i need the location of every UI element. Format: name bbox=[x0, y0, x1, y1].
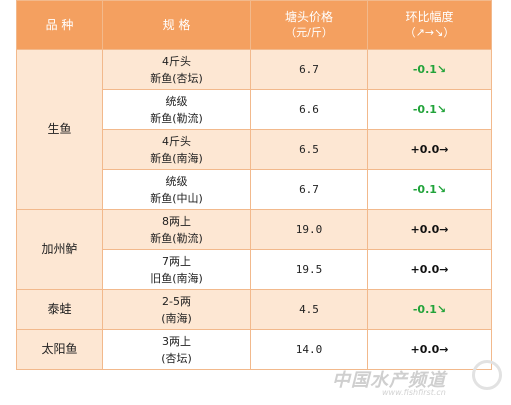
change-cell: +0.0→ bbox=[367, 329, 492, 370]
table-row: 7两上 旧鱼(南海) 19.5 +0.0→ bbox=[17, 249, 492, 290]
spec-line2: 新鱼(杏坛) bbox=[150, 71, 203, 85]
header-category: 品 种 bbox=[16, 0, 103, 50]
spec-cell: 7两上 旧鱼(南海) bbox=[102, 249, 251, 290]
spec-line2: 新鱼(中山) bbox=[150, 191, 203, 205]
table-row: 泰蛙 2-5两 (南海) 4.5 -0.1↘ bbox=[16, 289, 492, 330]
watermark: 中国水产频道 www.fishfirst.cn bbox=[322, 360, 507, 402]
price-cell: 14.0 bbox=[250, 329, 368, 370]
spec-cell: 8两上 新鱼(勒流) bbox=[102, 209, 251, 250]
header-change-line2: （↗→↘） bbox=[404, 26, 455, 39]
change-cell: +0.0→ bbox=[367, 209, 492, 250]
spec-cell: 4斤头 新鱼(杏坛) bbox=[102, 49, 251, 90]
spec-cell: 统级 新鱼(勒流) bbox=[102, 89, 251, 130]
header-change-line1: 环比幅度 bbox=[405, 10, 454, 24]
table-row: 生鱼 4斤头 新鱼(杏坛) 6.7 -0.1↘ bbox=[16, 49, 492, 210]
table-row: 4斤头 新鱼(南海) 6.5 +0.0→ bbox=[17, 129, 492, 170]
spec-line1: 7两上 bbox=[162, 254, 191, 268]
header-price-line1: 塘头价格 bbox=[284, 10, 333, 24]
change-cell: -0.1↘ bbox=[367, 49, 492, 90]
header-change: 环比幅度 （↗→↘） bbox=[367, 0, 492, 50]
table-row: 统级 新鱼(中山) 6.7 -0.1↘ bbox=[17, 169, 492, 210]
price-cell: 6.7 bbox=[250, 49, 368, 90]
watermark-url: www.fishfirst.cn bbox=[382, 388, 446, 397]
spec-line2: 新鱼(南海) bbox=[150, 151, 203, 165]
watermark-text: 中国水产频道 bbox=[332, 370, 446, 391]
change-cell: -0.1↘ bbox=[367, 289, 492, 330]
table-row: 统级 新鱼(勒流) 6.6 -0.1↘ bbox=[17, 89, 492, 130]
spec-cell: 3两上 (杏坛) bbox=[102, 329, 251, 370]
price-table: 品 种 规 格 塘头价格 （元/斤） 环比幅度 （↗→↘） 生鱼 4斤头 新鱼(… bbox=[16, 0, 492, 370]
spec-line2: 新鱼(勒流) bbox=[150, 111, 203, 125]
category-cell: 太阳鱼 bbox=[16, 329, 103, 370]
category-cell: 加州鲈 bbox=[16, 209, 103, 290]
spec-line1: 8两上 bbox=[162, 214, 191, 228]
spec-line1: 统级 bbox=[165, 94, 188, 108]
spec-line1: 统级 bbox=[165, 174, 188, 188]
header-price: 塘头价格 （元/斤） bbox=[250, 0, 368, 50]
watermark-logo-icon bbox=[472, 360, 502, 390]
spec-cell: 4斤头 新鱼(南海) bbox=[102, 129, 251, 170]
spec-cell: 2-5两 (南海) bbox=[102, 289, 251, 330]
category-cell: 泰蛙 bbox=[16, 289, 103, 330]
spec-cell: 统级 新鱼(中山) bbox=[102, 169, 251, 210]
spec-line1: 4斤头 bbox=[162, 54, 191, 68]
spec-line1: 3两上 bbox=[162, 334, 191, 348]
change-cell: -0.1↘ bbox=[367, 89, 492, 130]
price-cell: 19.0 bbox=[250, 209, 368, 250]
change-cell: +0.0→ bbox=[367, 129, 492, 170]
spec-line2: 旧鱼(南海) bbox=[150, 271, 203, 285]
header-spec: 规 格 bbox=[102, 0, 251, 50]
price-cell: 6.5 bbox=[250, 129, 368, 170]
price-cell: 6.7 bbox=[250, 169, 368, 210]
header-price-line2: （元/斤） bbox=[285, 26, 333, 39]
price-cell: 4.5 bbox=[250, 289, 368, 330]
spec-line2: 新鱼(勒流) bbox=[150, 231, 203, 245]
category-cell: 生鱼 bbox=[16, 49, 103, 210]
spec-line2: (杏坛) bbox=[161, 351, 192, 365]
price-cell: 19.5 bbox=[250, 249, 368, 290]
table-header: 品 种 规 格 塘头价格 （元/斤） 环比幅度 （↗→↘） bbox=[16, 0, 492, 50]
price-cell: 6.6 bbox=[250, 89, 368, 130]
spec-line1: 2-5两 bbox=[162, 294, 191, 308]
spec-line2: (南海) bbox=[161, 311, 192, 325]
table-row: 加州鲈 8两上 新鱼(勒流) 19.0 +0.0→ bbox=[16, 209, 492, 290]
spec-line1: 4斤头 bbox=[162, 134, 191, 148]
table-row: 太阳鱼 3两上 (杏坛) 14.0 +0.0→ bbox=[16, 329, 492, 370]
change-cell: -0.1↘ bbox=[367, 169, 492, 210]
change-cell: +0.0→ bbox=[367, 249, 492, 290]
